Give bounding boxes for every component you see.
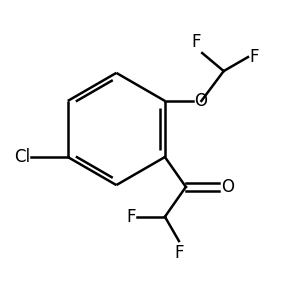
Text: F: F <box>174 245 184 262</box>
Text: Cl: Cl <box>14 148 30 166</box>
Text: F: F <box>191 33 201 51</box>
Text: O: O <box>221 178 234 196</box>
Text: F: F <box>249 48 259 66</box>
Text: F: F <box>126 208 136 226</box>
Text: O: O <box>194 92 207 110</box>
